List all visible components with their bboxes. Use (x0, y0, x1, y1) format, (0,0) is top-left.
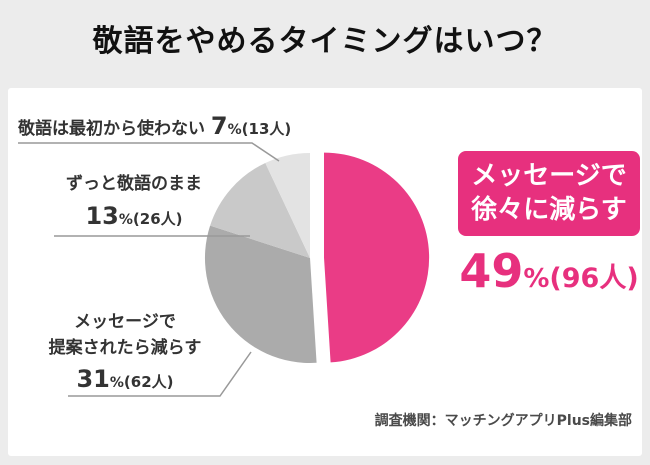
pie-slice-31pct (204, 225, 317, 364)
callout-line: メッセージで (471, 160, 627, 191)
leader-line-31 (68, 351, 252, 397)
label-count: (13人) (241, 120, 292, 138)
callout-line: 徐々に減らす (471, 194, 627, 225)
label-count: (26人) (132, 209, 183, 228)
label-percent-sign: % (109, 375, 124, 391)
survey-source: 調査機関：マッチングアプリPlus編集部 (374, 413, 632, 429)
top-answer-value: 49%(96人) (458, 244, 640, 298)
label-reduce-when-suggested: メッセージで 提案されたら減らす 31%(62人) (22, 310, 228, 397)
page-title: 敬語をやめるタイミングはいつ？ (92, 24, 558, 59)
label-percent-sign: % (118, 211, 133, 228)
label-text: メッセージで (74, 312, 176, 332)
label-percent-number: 7 (210, 112, 228, 140)
label-text: 提案されたら減らす (48, 337, 202, 358)
pie-slice-13pct (210, 163, 310, 258)
label-keep-keigo: ずっと敬語のまま 13%(26人) (36, 172, 232, 234)
top-answer-callout-box: メッセージで 徐々に減らす (458, 151, 640, 236)
label-text: ずっと敬語のまま (66, 174, 202, 194)
callout-percent-sign: % (523, 264, 550, 294)
label-count: (62人) (123, 373, 174, 391)
pie-slice-49pct (324, 152, 430, 363)
chart-card: 敬語は最初から使わない 7%(13人) ずっと敬語のまま 13%(26人) メッ… (8, 88, 642, 456)
leader-line-7 (18, 142, 280, 162)
label-percent-sign: % (227, 122, 242, 138)
callout-count: (96人) (549, 263, 639, 294)
pie-slices (204, 152, 430, 364)
label-percent-number: 31 (76, 365, 110, 393)
label-percent-number: 13 (85, 201, 119, 230)
label-no-keigo-from-start: 敬語は最初から使わない 7%(13人) (18, 108, 291, 144)
pie-slice-7pct (265, 153, 310, 258)
label-text: 敬語は最初から使わない (18, 119, 211, 139)
callout-percent-number: 49 (459, 244, 524, 298)
pie-chart (18, 142, 430, 397)
